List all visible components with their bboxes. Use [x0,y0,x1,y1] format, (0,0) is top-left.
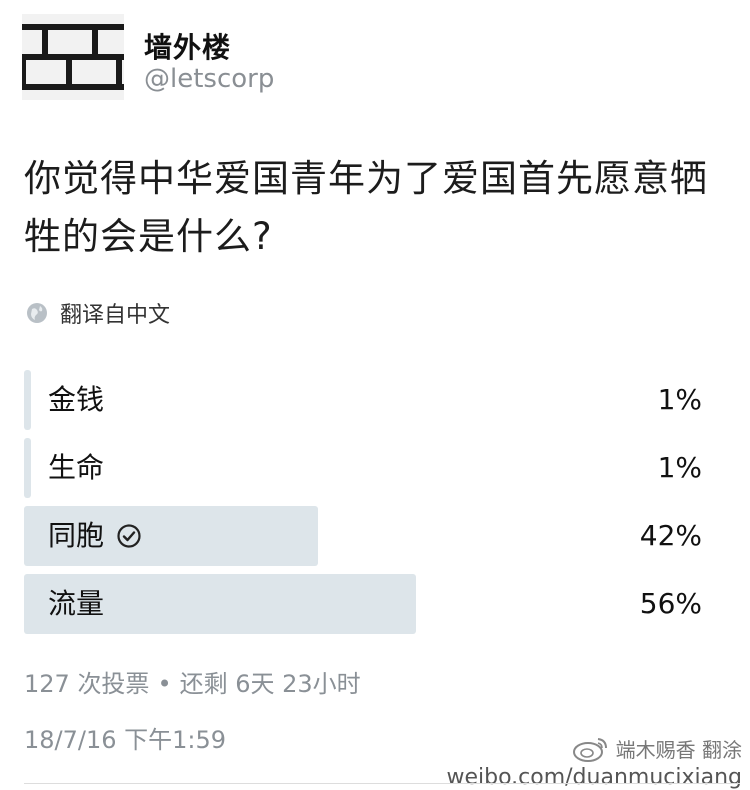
account-name[interactable]: 墙外楼 [144,31,232,64]
globe-icon [26,302,48,324]
tweet-timestamp[interactable]: 18/7/16 下午1:59 [24,726,227,754]
poll-option-percent: 1% [657,451,702,484]
poll-option[interactable]: 流量 56% [24,574,724,634]
check-circle-icon [116,523,142,549]
translate-label: 翻译自中文 [60,303,171,328]
poll-option-percent: 1% [657,383,702,416]
meta-separator: • [157,670,172,698]
poll-option-label: 流量 [48,587,105,620]
poll-option-percent: 56% [639,587,702,620]
tweet-header: 墙外楼 @letscorp [22,14,722,104]
watermark-url: weibo.com/duanmucixiang [446,765,742,790]
poll-option-bar [24,370,31,430]
vote-count: 127 次投票 [24,670,150,698]
divider [24,783,740,784]
watermark: 端木赐香 翻涂 weibo.com/duanmucixiang [446,734,742,790]
poll-option-percent: 42% [639,519,702,552]
poll-option[interactable]: 生命 1% [24,438,724,498]
poll-option[interactable]: 同胞 42% [24,506,724,566]
poll-option[interactable]: 金钱 1% [24,370,724,430]
poll-option-bar [24,506,318,566]
watermark-name: 端木赐香 翻涂 [615,738,742,762]
poll-meta: 127 次投票 • 还剩 6天 23小时 [24,664,361,699]
account-handle[interactable]: @letscorp [144,64,275,94]
poll-option-label: 同胞 [48,519,105,552]
avatar[interactable] [22,14,124,100]
poll-option-label: 生命 [48,451,105,484]
brick-wall-icon [22,14,124,100]
poll-option-bar [24,438,31,498]
translate-link[interactable]: 翻译自中文 [26,298,170,328]
poll: 金钱 1% 生命 1% 同胞 42% 流量 56% [24,370,724,642]
time-remaining: 还剩 6天 23小时 [179,670,361,698]
weibo-logo-icon [570,735,610,763]
tweet-text: 你觉得中华爱国青年为了爱国首先愿意牺牲的会是什么? [24,157,708,258]
poll-option-label: 金钱 [48,383,105,416]
poll-option-bar [24,574,416,634]
